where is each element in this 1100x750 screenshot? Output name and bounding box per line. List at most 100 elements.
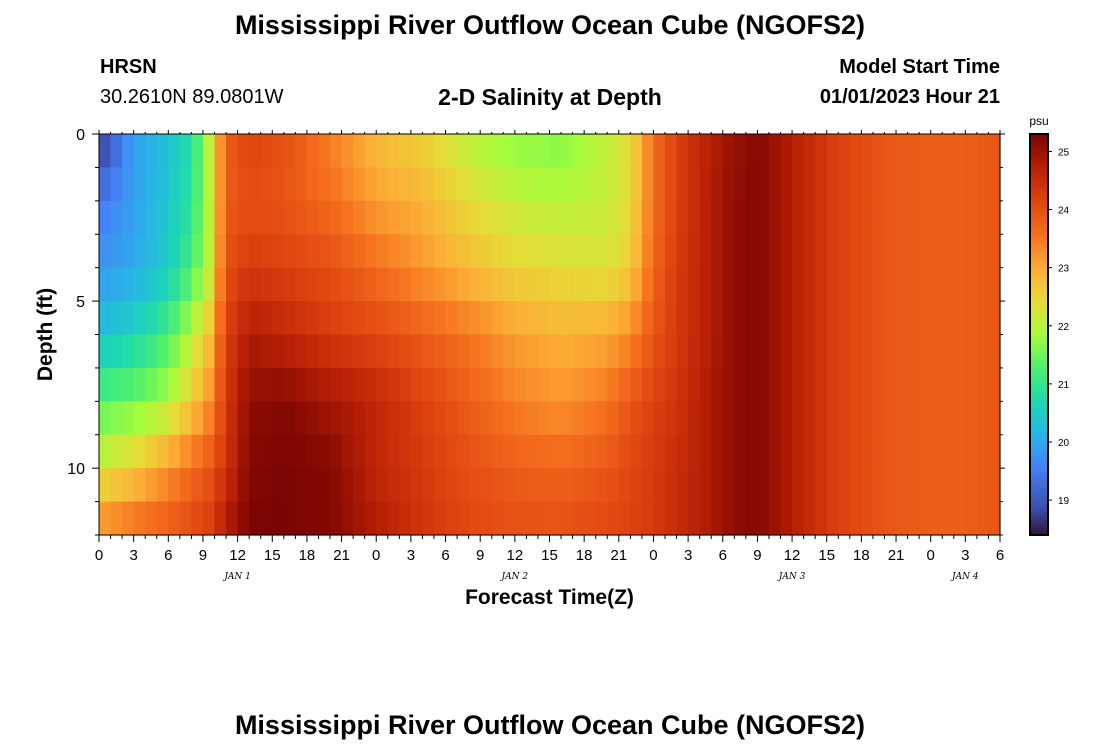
heatmap-cell <box>318 334 331 369</box>
heatmap-cell <box>884 434 897 469</box>
heatmap-cell <box>514 501 527 536</box>
heatmap-cell <box>260 267 273 302</box>
heatmap-cell <box>237 334 250 369</box>
heatmap-cell <box>341 367 354 402</box>
heatmap-cell <box>549 401 562 436</box>
heatmap-cell <box>988 134 1001 169</box>
heatmap-cell <box>630 200 643 235</box>
heatmap-cell <box>757 434 770 469</box>
heatmap-cell <box>433 234 447 269</box>
chart-title: Mississippi River Outflow Ocean Cube (NG… <box>234 10 866 40</box>
heatmap-cell <box>457 234 470 269</box>
heatmap-cell <box>526 401 539 436</box>
heatmap-cell <box>861 401 874 436</box>
heatmap-cell <box>896 401 909 436</box>
heatmap-cell <box>260 200 273 235</box>
heatmap-cell <box>884 367 897 402</box>
heatmap-cell <box>930 367 943 402</box>
colorbar-unit: psu <box>1029 114 1048 128</box>
heatmap-cell <box>422 301 435 336</box>
heatmap-cell <box>399 200 412 235</box>
heatmap-cell <box>272 401 285 436</box>
heatmap-cell <box>676 234 689 269</box>
heatmap-cell <box>618 501 631 536</box>
heatmap-cell <box>237 501 250 536</box>
heatmap-cell <box>422 234 435 269</box>
heatmap-cell <box>676 167 689 202</box>
heatmap-cell <box>480 367 493 402</box>
heatmap-cell <box>179 234 193 269</box>
heatmap-cell <box>168 267 181 302</box>
heatmap-cell <box>618 468 631 503</box>
heatmap-cell <box>757 134 770 169</box>
heatmap-cell <box>896 468 909 503</box>
heatmap-cell <box>410 501 424 536</box>
heatmap-cell <box>815 434 828 469</box>
heatmap-cell <box>561 501 574 536</box>
heatmap-cell <box>630 334 643 369</box>
heatmap-cell <box>514 334 527 369</box>
heatmap-cell <box>145 234 158 269</box>
heatmap-cell <box>745 501 759 536</box>
heatmap-cell <box>145 501 158 536</box>
heatmap-cell <box>872 200 886 235</box>
heatmap-cell <box>330 267 343 302</box>
heatmap-cell <box>988 468 1001 503</box>
colorbar-tick-label: 19 <box>1058 496 1070 507</box>
heatmap-cell <box>838 200 851 235</box>
colorbar-tick-label: 22 <box>1058 322 1070 333</box>
heatmap-cell <box>353 468 366 503</box>
heatmap-cell <box>607 200 620 235</box>
heatmap-cell <box>607 401 620 436</box>
heatmap-cell <box>145 434 158 469</box>
heatmap-cell <box>387 200 400 235</box>
heatmap-cell <box>757 401 770 436</box>
heatmap-cell <box>653 468 666 503</box>
heatmap-cell <box>745 200 759 235</box>
heatmap-cell <box>457 334 470 369</box>
heatmap-cell <box>283 267 296 302</box>
heatmap-cell <box>272 200 285 235</box>
heatmap-cell <box>607 301 620 336</box>
heatmap-cell <box>399 334 412 369</box>
heatmap-cell <box>214 234 227 269</box>
heatmap-cell <box>376 234 389 269</box>
heatmap-cell <box>410 468 424 503</box>
heatmap-cell <box>480 200 493 235</box>
heatmap-cell <box>214 367 227 402</box>
x-tick-label: 12 <box>784 547 801 564</box>
heatmap-cell <box>780 301 793 336</box>
heatmap-cell <box>549 200 562 235</box>
heatmap-cell <box>341 134 354 169</box>
heatmap-cell <box>410 234 424 269</box>
heatmap-cell <box>226 434 239 469</box>
heatmap-cell <box>549 334 562 369</box>
heatmap-cell <box>503 134 516 169</box>
heatmap-cell <box>595 367 608 402</box>
heatmap-cell <box>896 367 909 402</box>
heatmap-cell <box>457 134 470 169</box>
heatmap-cell <box>861 501 874 536</box>
heatmap-cell <box>641 501 655 536</box>
heatmap-cell <box>318 301 331 336</box>
heatmap-cell <box>803 334 816 369</box>
heatmap-cell <box>595 501 608 536</box>
heatmap-cell <box>965 134 978 169</box>
heatmap-cell <box>896 501 909 536</box>
x-tick-label: 0 <box>95 547 103 564</box>
heatmap-cell <box>133 200 146 235</box>
heatmap-cell <box>503 434 516 469</box>
heatmap-cell <box>988 367 1001 402</box>
heatmap-cell <box>376 468 389 503</box>
heatmap-cell <box>630 367 643 402</box>
heatmap-cell <box>942 267 955 302</box>
heatmap-cell <box>872 468 886 503</box>
heatmap-cell <box>815 167 828 202</box>
heatmap-cell <box>942 134 955 169</box>
heatmap-cell <box>260 334 273 369</box>
heatmap-cell <box>861 267 874 302</box>
heatmap-cell <box>584 367 597 402</box>
heatmap-cell <box>422 167 435 202</box>
heatmap-cell <box>653 401 666 436</box>
heatmap-cell <box>711 301 724 336</box>
